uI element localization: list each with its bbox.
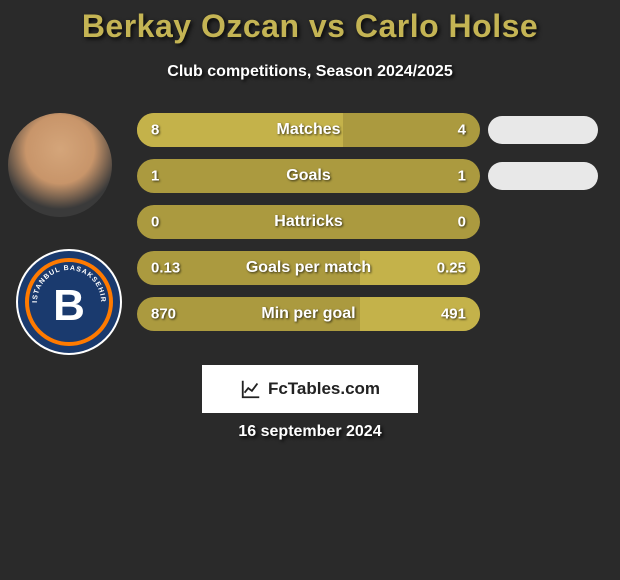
branding-text: FcTables.com <box>268 379 380 399</box>
stat-label: Min per goal <box>261 305 355 323</box>
page-title: Berkay Ozcan vs Carlo Holse <box>0 8 620 45</box>
stat-value-right: 491 <box>441 306 466 323</box>
stat-value-left: 0.13 <box>151 260 180 277</box>
date-text: 16 september 2024 <box>0 423 620 441</box>
comparison-card: Berkay Ozcan vs Carlo Holse Club competi… <box>0 0 620 353</box>
stat-value-left: 1 <box>151 168 159 185</box>
stat-row: 870 491 Min per goal <box>137 297 480 331</box>
player-avatar <box>8 113 112 217</box>
stat-value-right: 4 <box>458 122 466 139</box>
stat-label: Matches <box>276 121 340 139</box>
stat-value-left: 8 <box>151 122 159 139</box>
stat-label: Goals <box>286 167 330 185</box>
stats-area: ISTANBUL BASAKSEHIR B 84Matches11Goals00… <box>0 113 620 353</box>
opponent-pill <box>488 116 598 144</box>
stat-row: 0 0 Hattricks <box>137 205 480 239</box>
stat-value-left: 0 <box>151 214 159 231</box>
stat-value-right: 0 <box>458 214 466 231</box>
stat-row: 0.13 0.25 Goals per match <box>137 251 480 285</box>
stat-label: Goals per match <box>246 259 371 277</box>
page-subtitle: Club competitions, Season 2024/2025 <box>0 63 620 81</box>
stat-row: 1 1 Goals <box>137 159 480 193</box>
chart-icon <box>240 378 262 400</box>
svg-text:B: B <box>53 281 85 330</box>
stat-row: 8 4 Matches <box>137 113 480 147</box>
club-badge: ISTANBUL BASAKSEHIR B <box>15 248 123 356</box>
stat-value-right: 0.25 <box>437 260 466 277</box>
stat-label: Hattricks <box>274 213 342 231</box>
stat-value-left: 870 <box>151 306 176 323</box>
branding-box[interactable]: FcTables.com <box>202 365 418 413</box>
opponent-pill <box>488 162 598 190</box>
stat-value-right: 1 <box>458 168 466 185</box>
